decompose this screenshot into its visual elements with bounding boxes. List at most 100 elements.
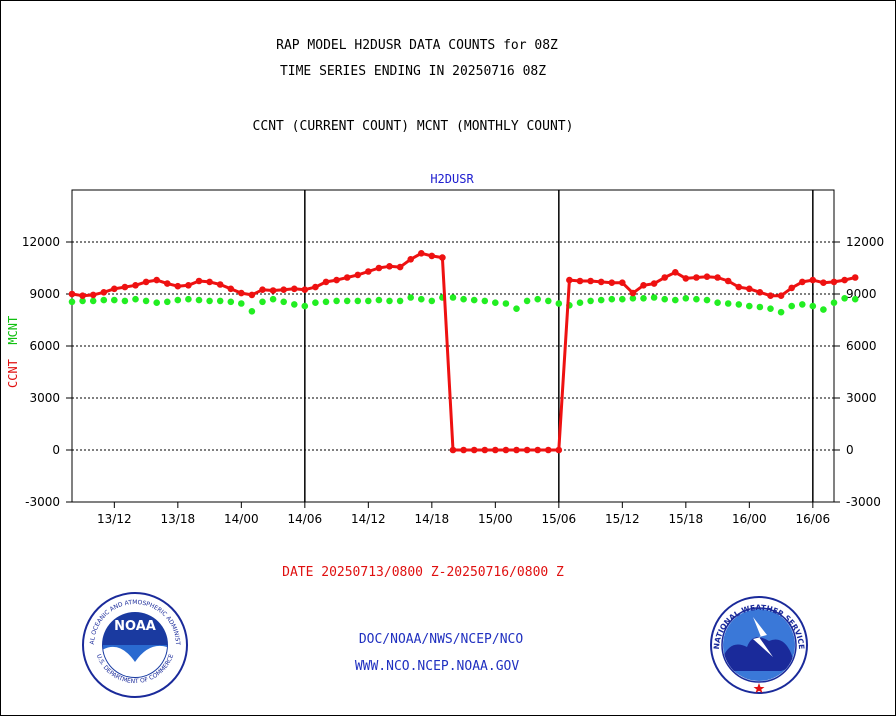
data-point-mcnt bbox=[322, 298, 330, 306]
data-point-ccnt bbox=[89, 291, 97, 299]
data-point-mcnt bbox=[629, 295, 637, 302]
data-point-mcnt bbox=[746, 302, 753, 310]
data-point-ccnt bbox=[153, 276, 160, 284]
data-point-ccnt bbox=[756, 289, 764, 296]
data-point-mcnt bbox=[89, 297, 97, 305]
data-point-mcnt bbox=[597, 296, 605, 304]
y-tick-label-left: 0 bbox=[52, 443, 60, 457]
data-point-mcnt bbox=[164, 298, 171, 306]
y-tick-label-right: -3000 bbox=[846, 495, 881, 509]
data-point-ccnt bbox=[375, 264, 383, 272]
data-point-ccnt bbox=[777, 292, 785, 300]
data-point-ccnt bbox=[640, 282, 647, 289]
data-point-ccnt bbox=[174, 282, 182, 290]
data-point-mcnt bbox=[851, 295, 859, 303]
data-point-mcnt bbox=[428, 297, 436, 305]
data-point-mcnt bbox=[830, 299, 838, 307]
data-point-ccnt bbox=[597, 278, 605, 286]
data-point-ccnt bbox=[354, 271, 362, 279]
data-point-ccnt bbox=[661, 274, 668, 281]
data-point-mcnt bbox=[799, 301, 806, 308]
data-point-ccnt bbox=[534, 446, 541, 454]
data-point-mcnt bbox=[216, 297, 224, 305]
x-tick-label: 13/12 bbox=[97, 512, 132, 526]
data-point-ccnt bbox=[248, 291, 256, 299]
data-point-mcnt bbox=[576, 299, 584, 307]
data-point-mcnt bbox=[386, 297, 393, 305]
data-point-mcnt bbox=[301, 302, 309, 310]
data-point-ccnt bbox=[312, 283, 319, 291]
data-point-mcnt bbox=[312, 299, 319, 307]
data-point-mcnt bbox=[650, 294, 658, 301]
y-tick-label-left: 9000 bbox=[29, 287, 60, 301]
x-tick-label: 14/00 bbox=[224, 512, 259, 526]
data-point-mcnt bbox=[724, 300, 732, 307]
data-point-mcnt bbox=[449, 294, 457, 301]
data-point-ccnt bbox=[724, 277, 732, 285]
data-point-mcnt bbox=[418, 295, 425, 303]
data-point-mcnt bbox=[619, 295, 626, 303]
data-point-ccnt bbox=[460, 446, 467, 454]
data-point-mcnt bbox=[555, 300, 563, 307]
chart-title: RAP MODEL H2DUSR DATA COUNTS for 08Z bbox=[276, 38, 558, 53]
data-point-ccnt bbox=[111, 285, 118, 293]
footer-org-line: DOC/NOAA/NWS/NCEP/NCO bbox=[358, 632, 524, 647]
data-point-ccnt bbox=[100, 289, 108, 296]
data-point-ccnt bbox=[386, 263, 393, 270]
data-point-ccnt bbox=[216, 281, 224, 288]
data-point-mcnt bbox=[195, 296, 203, 304]
data-point-mcnt bbox=[269, 295, 277, 303]
data-point-mcnt bbox=[809, 302, 817, 310]
data-point-ccnt bbox=[767, 292, 774, 300]
data-point-mcnt bbox=[354, 297, 362, 305]
data-point-mcnt bbox=[259, 298, 266, 306]
data-point-ccnt bbox=[79, 292, 86, 300]
data-point-ccnt bbox=[280, 286, 288, 294]
y-tick-label-right: 9000 bbox=[846, 287, 877, 301]
data-point-ccnt bbox=[587, 277, 594, 285]
data-point-mcnt bbox=[492, 299, 499, 307]
data-point-ccnt bbox=[555, 446, 563, 454]
data-point-ccnt bbox=[851, 274, 859, 281]
data-point-mcnt bbox=[693, 295, 700, 303]
data-point-ccnt bbox=[259, 286, 266, 294]
plot-inner-label: H2DUSR bbox=[430, 172, 474, 186]
data-point-mcnt bbox=[79, 297, 86, 305]
data-point-mcnt bbox=[513, 305, 520, 313]
data-point-mcnt bbox=[333, 297, 340, 305]
data-point-ccnt bbox=[809, 276, 817, 284]
x-tick-label: 15/00 bbox=[478, 512, 513, 526]
data-point-ccnt bbox=[396, 263, 404, 271]
x-tick-label: 16/06 bbox=[796, 512, 831, 526]
data-point-mcnt bbox=[545, 297, 552, 305]
x-tick-label: 15/12 bbox=[605, 512, 640, 526]
data-point-ccnt bbox=[470, 446, 478, 454]
data-point-ccnt bbox=[121, 283, 129, 291]
data-point-mcnt bbox=[640, 295, 647, 302]
data-point-ccnt bbox=[703, 273, 711, 281]
data-point-ccnt bbox=[513, 446, 520, 454]
data-point-ccnt bbox=[682, 275, 690, 282]
data-point-mcnt bbox=[185, 295, 192, 303]
data-point-mcnt bbox=[777, 308, 785, 316]
data-point-mcnt bbox=[291, 301, 298, 308]
y-tick-label-right: 12000 bbox=[846, 235, 884, 249]
data-point-ccnt bbox=[693, 274, 700, 281]
y-tick-label-right: 3000 bbox=[846, 391, 877, 405]
x-tick-label: 15/18 bbox=[669, 512, 704, 526]
x-tick-label: 15/06 bbox=[542, 512, 577, 526]
data-point-mcnt bbox=[481, 297, 489, 305]
data-point-mcnt bbox=[756, 303, 764, 311]
y-tick-label-left: 3000 bbox=[29, 391, 60, 405]
data-point-mcnt bbox=[534, 295, 541, 303]
data-point-mcnt bbox=[682, 295, 690, 302]
data-point-mcnt bbox=[703, 296, 711, 304]
nws-logo: NATIONAL WEATHER SERVICE bbox=[710, 596, 808, 694]
data-point-mcnt bbox=[280, 298, 288, 306]
data-point-mcnt bbox=[470, 296, 478, 304]
data-point-ccnt bbox=[142, 278, 150, 286]
data-point-ccnt bbox=[830, 278, 838, 286]
data-point-ccnt bbox=[291, 285, 298, 293]
data-point-mcnt bbox=[100, 296, 108, 304]
